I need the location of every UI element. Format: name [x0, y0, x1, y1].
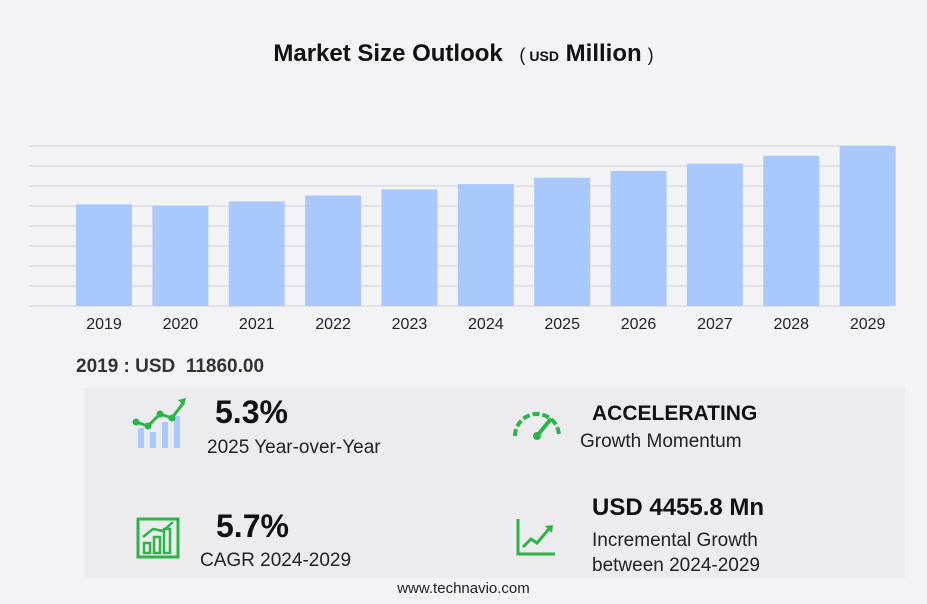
chart-title: Market Size Outlook (USD Million): [0, 40, 927, 68]
bar-trend-icon: [132, 398, 186, 448]
x-tick-label: 2029: [850, 316, 886, 333]
title-text: Market Size Outlook: [273, 40, 503, 67]
bar-2020: [152, 205, 209, 306]
bar-2023: [381, 189, 438, 306]
bar-2019: [76, 204, 132, 306]
bar-2025: [534, 177, 591, 306]
x-tick-label: 2025: [544, 316, 580, 333]
bar-2027: [686, 163, 743, 306]
title-unit-currency: USD: [529, 48, 559, 64]
title-unit-scale: Million: [565, 40, 642, 67]
incremental-label-line2: between 2024-2029: [592, 555, 760, 576]
incremental-label-line1: Incremental Growth: [592, 530, 758, 551]
incremental-value: USD 4455.8 Mn: [592, 494, 765, 521]
x-axis-labels: 2019 2020 2021 2022 2023 2024 2025 2026 2027 2028…: [86, 316, 885, 333]
x-tick-label: 2022: [315, 316, 351, 333]
cagr-label: CAGR 2024-2029: [200, 550, 352, 571]
summary-panel: [85, 388, 905, 578]
x-tick-label: 2028: [773, 316, 809, 333]
x-tick-label: 2024: [468, 316, 504, 333]
title-paren-close: ): [647, 45, 654, 65]
title-paren-open: (: [519, 45, 526, 65]
momentum-value: ACCELERATING: [592, 402, 758, 425]
bar-2026: [610, 170, 667, 306]
x-tick-label: 2020: [163, 316, 199, 333]
bar-2028: [763, 155, 820, 306]
yoy-value: 5.3%: [215, 394, 288, 430]
bar-chart: 2019 2020 2021 2022 2023 2024 2025 2026 2027 2028…: [30, 145, 896, 333]
bar-2022: [305, 195, 362, 306]
x-tick-label: 2023: [392, 316, 428, 333]
x-tick-label: 2026: [621, 316, 657, 333]
x-tick-label: 2021: [239, 316, 275, 333]
line-trend-icon: [516, 519, 555, 556]
momentum-label: Growth Momentum: [580, 431, 742, 452]
speedometer-icon: [513, 412, 561, 440]
yoy-label: 2025 Year-over-Year: [207, 437, 381, 458]
bar-2024: [457, 184, 514, 306]
x-tick-label: 2019: [86, 316, 122, 333]
x-tick-label: 2027: [697, 316, 733, 333]
bars: [76, 146, 896, 306]
cagr-value: 5.7%: [216, 508, 289, 544]
growth-bars-icon: [136, 517, 180, 559]
source-footer: www.technavio.com: [397, 580, 530, 597]
bar-2029: [839, 146, 896, 306]
bar-2021: [228, 201, 285, 306]
base-year-value: 2019 : USD 11860.00: [76, 356, 265, 377]
